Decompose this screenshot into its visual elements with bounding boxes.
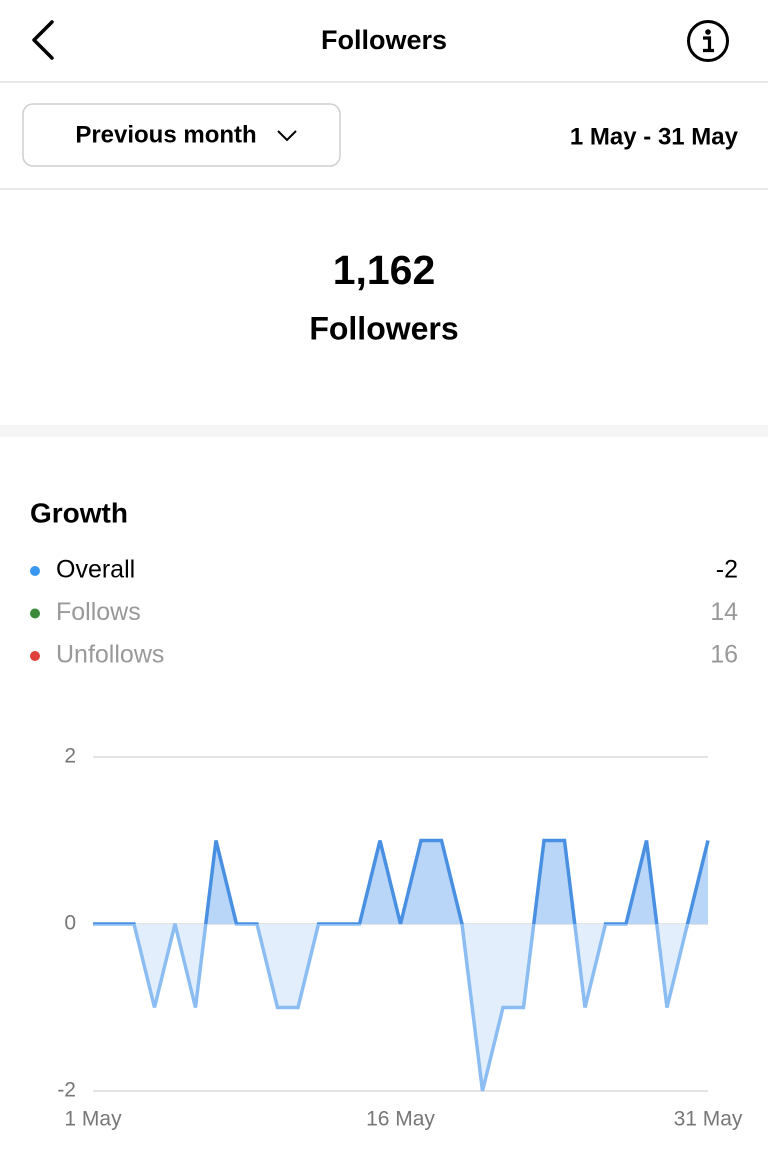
dropdown-chevron bbox=[277, 130, 297, 142]
x-tick-label: 1 May bbox=[64, 1108, 122, 1131]
y-tick-label: 0 bbox=[64, 912, 76, 935]
date-range: 1 May - 31 May bbox=[570, 123, 739, 150]
header-title: Followers bbox=[321, 25, 447, 55]
section-separator bbox=[0, 425, 768, 437]
follower-label: Followers bbox=[309, 310, 458, 346]
legend-dot bbox=[30, 566, 40, 576]
info-stem bbox=[703, 36, 714, 53]
legend-name: Overall bbox=[56, 556, 135, 584]
legend-value: 14 bbox=[710, 598, 738, 626]
dropdown-label: Previous month bbox=[75, 121, 256, 148]
follower-count: 1,162 bbox=[333, 247, 436, 293]
dropdown-box bbox=[22, 103, 341, 167]
legend-value: -2 bbox=[716, 556, 738, 584]
back-button[interactable] bbox=[32, 20, 54, 60]
area-fill bbox=[93, 840, 708, 1091]
y-tick-label: -2 bbox=[57, 1079, 76, 1102]
legend-value: 16 bbox=[710, 641, 738, 669]
info-dot bbox=[705, 29, 711, 35]
legend: Overall -2 Follows 14 Unfollows 16 bbox=[30, 556, 738, 669]
info-circle bbox=[687, 20, 729, 62]
legend-name: Unfollows bbox=[56, 641, 164, 669]
legend-name: Follows bbox=[56, 598, 141, 626]
y-tick-label: 2 bbox=[64, 745, 76, 768]
x-tick-label: 31 May bbox=[674, 1108, 743, 1131]
series-line bbox=[93, 838, 710, 1092]
legend-dot bbox=[30, 608, 40, 619]
period-dropdown[interactable]: Previous month bbox=[22, 103, 341, 167]
chart: -2 0 2 1 May 16 May 31 May bbox=[57, 745, 743, 1131]
info-button[interactable] bbox=[687, 20, 729, 62]
legend-dot bbox=[30, 651, 40, 661]
growth-title: Growth bbox=[30, 497, 128, 528]
x-tick-label: 16 May bbox=[366, 1108, 435, 1131]
